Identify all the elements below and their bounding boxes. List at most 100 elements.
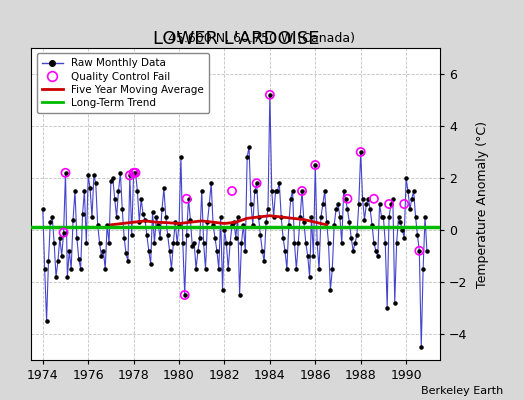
Point [400, 234, 408, 241]
Point [273, 188, 281, 194]
Point [84, 172, 92, 178]
Point [129, 170, 138, 176]
Point [148, 209, 157, 215]
Point [374, 253, 382, 259]
Point [88, 214, 96, 220]
Point [50, 240, 58, 246]
Point [107, 178, 115, 184]
Point [160, 185, 168, 192]
Point [387, 201, 395, 207]
Point [111, 196, 119, 202]
Point [332, 206, 340, 212]
Point [326, 286, 335, 293]
Point [224, 266, 233, 272]
Point [127, 232, 136, 238]
Point [39, 206, 47, 212]
Point [253, 180, 261, 186]
Point [413, 232, 422, 238]
Point [213, 248, 221, 254]
Point [353, 232, 361, 238]
Point [114, 188, 123, 194]
Point [260, 258, 268, 264]
Point [105, 240, 113, 246]
Point [406, 206, 414, 212]
Point [82, 240, 91, 246]
Point [385, 214, 393, 220]
Point [181, 292, 189, 298]
Point [362, 201, 370, 207]
Point [129, 170, 138, 176]
Point [389, 196, 397, 202]
Point [404, 188, 412, 194]
Point [201, 266, 210, 272]
Point [343, 196, 352, 202]
Point [262, 219, 270, 225]
Point [283, 266, 291, 272]
Point [303, 253, 312, 259]
Point [45, 258, 53, 264]
Point [235, 292, 244, 298]
Point [419, 266, 428, 272]
Point [209, 222, 217, 228]
Point [277, 214, 286, 220]
Point [184, 196, 193, 202]
Point [190, 240, 199, 246]
Point [80, 188, 89, 194]
Point [337, 240, 346, 246]
Point [279, 234, 287, 241]
Point [290, 240, 299, 246]
Point [171, 219, 179, 225]
Point [169, 240, 178, 246]
Point [292, 266, 301, 272]
Point [398, 227, 407, 233]
Point [179, 240, 187, 246]
Point [97, 253, 106, 259]
Point [143, 232, 151, 238]
Point [234, 214, 242, 220]
Title: LOWER L'ARDOISE: LOWER L'ARDOISE [152, 30, 319, 48]
Point [147, 261, 155, 267]
Point [207, 180, 215, 186]
Point [154, 222, 162, 228]
Point [298, 188, 306, 194]
Point [79, 211, 87, 218]
Point [347, 234, 355, 241]
Point [108, 175, 117, 181]
Text: Berkeley Earth: Berkeley Earth [421, 386, 503, 396]
Point [152, 214, 160, 220]
Point [69, 216, 77, 223]
Point [415, 248, 423, 254]
Point [132, 170, 140, 176]
Point [74, 255, 83, 262]
Point [321, 188, 329, 194]
Point [298, 188, 306, 194]
Point [368, 222, 376, 228]
Point [330, 222, 339, 228]
Point [205, 201, 213, 207]
Point [400, 201, 408, 207]
Point [383, 305, 391, 311]
Point [163, 232, 172, 238]
Point [258, 248, 267, 254]
Point [59, 229, 68, 236]
Point [122, 250, 130, 257]
Point [361, 216, 369, 223]
Point [377, 214, 386, 220]
Point [158, 206, 166, 212]
Point [67, 266, 75, 272]
Point [385, 201, 393, 207]
Point [241, 248, 249, 254]
Point [90, 172, 98, 178]
Point [315, 266, 323, 272]
Point [63, 274, 72, 280]
Point [86, 185, 94, 192]
Point [73, 234, 81, 241]
Point [182, 196, 191, 202]
Point [285, 222, 293, 228]
Point [220, 227, 228, 233]
Point [417, 344, 425, 350]
Point [186, 216, 194, 223]
Point [409, 188, 418, 194]
Point [345, 219, 354, 225]
Point [61, 170, 70, 176]
